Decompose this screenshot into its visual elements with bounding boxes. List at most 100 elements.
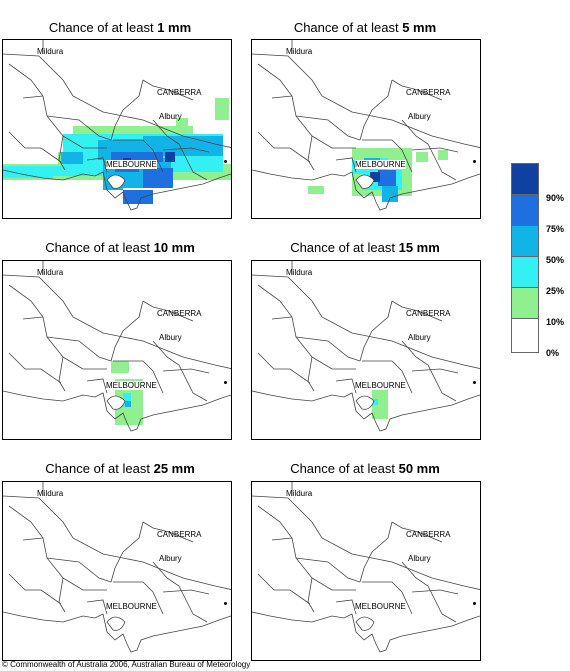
rain-probability-cell xyxy=(165,152,175,162)
state-border xyxy=(252,495,480,590)
city-label-canberra: CANBERRA xyxy=(157,309,202,318)
legend-label-0: 0% xyxy=(546,348,560,358)
legend-swatch-50 xyxy=(512,226,538,257)
region-boundary xyxy=(335,599,357,615)
region-boundary xyxy=(391,79,443,101)
city-label-albury: Albury xyxy=(159,112,182,121)
city-label-canberra: CANBERRA xyxy=(406,530,451,539)
region-boundary xyxy=(152,340,208,402)
region-boundary xyxy=(8,131,62,163)
legend-label-10: 10% xyxy=(546,317,565,327)
map-50mm: Mildura CANBERRA Albury MELBOURNE xyxy=(251,481,481,661)
region-boundary xyxy=(295,115,361,141)
city-label-melbourne: MELBOURNE xyxy=(355,160,406,169)
map-svg xyxy=(3,40,231,211)
region-boundary xyxy=(152,561,208,623)
city-label-mildura: Mildura xyxy=(286,268,313,277)
region-boundary xyxy=(335,378,357,394)
region-boundary xyxy=(295,336,361,362)
rain-probability-cell xyxy=(308,186,324,194)
region-boundary xyxy=(46,557,112,583)
city-label-albury: Albury xyxy=(408,112,431,121)
region-boundary xyxy=(113,581,164,615)
city-label-albury: Albury xyxy=(159,333,182,342)
probability-legend xyxy=(511,163,539,353)
state-border xyxy=(252,274,480,369)
region-boundary xyxy=(86,599,108,615)
rain-probability-cell xyxy=(176,118,188,128)
city-label-albury: Albury xyxy=(159,554,182,563)
city-label-melbourne: MELBOURNE xyxy=(355,381,406,390)
region-boundary xyxy=(401,561,457,623)
rain-probability-cell xyxy=(143,168,173,188)
city-marker xyxy=(473,381,476,384)
region-boundary xyxy=(62,577,107,591)
coastline xyxy=(3,611,231,653)
panel-title-10mm: Chance of at least 10 mm xyxy=(45,240,195,255)
region-boundary xyxy=(391,300,443,322)
region-boundary xyxy=(311,135,356,149)
city-label-mildura: Mildura xyxy=(286,489,313,498)
region-boundary xyxy=(359,300,393,362)
city-label-albury: Albury xyxy=(408,554,431,563)
region-boundary xyxy=(391,521,443,543)
region-boundary xyxy=(411,589,459,595)
map-1mm: Mildura CANBERRA Albury MELBOURNE xyxy=(2,39,232,219)
region-boundary xyxy=(142,521,194,543)
region-boundary xyxy=(162,368,210,374)
port-phillip-bay xyxy=(106,395,126,410)
map-svg xyxy=(3,261,231,432)
city-marker xyxy=(224,602,227,605)
rain-probability-cell xyxy=(3,166,53,178)
region-boundary xyxy=(46,115,112,141)
legend-label-90: 90% xyxy=(546,193,565,203)
state-border xyxy=(3,53,231,148)
region-boundary xyxy=(110,79,144,141)
map-10mm: Mildura CANBERRA Albury MELBOURNE xyxy=(2,260,232,440)
rain-probability-cell xyxy=(43,166,103,176)
region-boundary xyxy=(335,157,357,173)
region-boundary xyxy=(22,95,44,99)
rain-probability-cell xyxy=(123,190,153,204)
region-boundary xyxy=(162,147,210,153)
legend-label-75: 75% xyxy=(546,224,565,234)
region-boundary xyxy=(110,521,144,583)
panel-title-15mm: Chance of at least 15 mm xyxy=(290,240,440,255)
port-phillip-bay xyxy=(355,395,375,410)
rain-probability-cell xyxy=(370,172,380,182)
city-label-mildura: Mildura xyxy=(37,47,64,56)
region-boundary xyxy=(311,577,356,591)
region-boundary xyxy=(359,79,393,141)
rain-probability-cell xyxy=(372,389,388,419)
rain-probability-cell xyxy=(123,393,131,407)
region-boundary xyxy=(401,340,457,402)
city-marker xyxy=(473,160,476,163)
region-boundary xyxy=(271,537,293,541)
map-svg xyxy=(3,482,231,653)
port-phillip-bay xyxy=(355,174,375,189)
city-label-canberra: CANBERRA xyxy=(406,309,451,318)
rain-probability-cell xyxy=(438,150,448,160)
city-marker xyxy=(224,381,227,384)
region-boundary xyxy=(362,360,413,394)
region-boundary xyxy=(295,557,361,583)
rain-probability-cell xyxy=(416,152,428,162)
region-boundary xyxy=(257,352,311,384)
region-boundary xyxy=(8,573,62,605)
city-label-albury: Albury xyxy=(408,333,431,342)
region-boundary xyxy=(359,521,393,583)
region-boundary xyxy=(411,368,459,374)
city-label-canberra: CANBERRA xyxy=(157,88,202,97)
city-label-canberra: CANBERRA xyxy=(406,88,451,97)
city-marker xyxy=(473,602,476,605)
region-boundary xyxy=(62,356,107,370)
rain-probability-cell xyxy=(382,186,398,202)
region-boundary xyxy=(271,95,293,99)
rain-probability-cell xyxy=(372,399,378,405)
legend-label-25: 25% xyxy=(546,286,565,296)
map-svg xyxy=(252,261,480,432)
state-border xyxy=(252,53,480,148)
legend-swatch-10 xyxy=(512,288,538,319)
legend-label-50: 50% xyxy=(546,255,565,265)
region-boundary xyxy=(311,356,356,370)
